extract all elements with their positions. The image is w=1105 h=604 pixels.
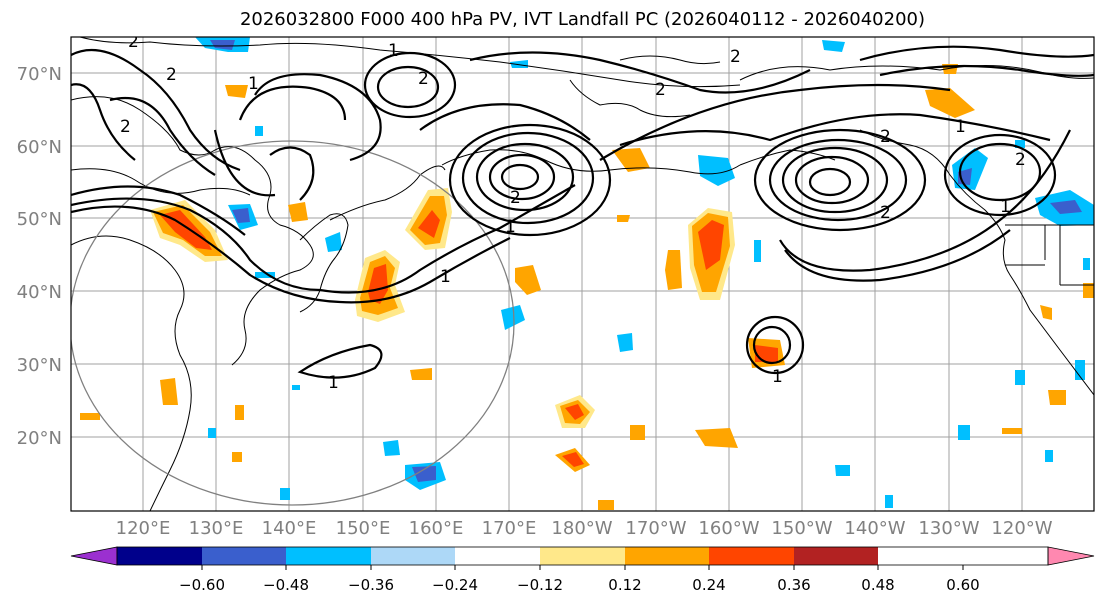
ivt-shading (80, 37, 1094, 510)
svg-text:2: 2 (655, 80, 666, 100)
colorbar-segment (371, 547, 455, 565)
svg-text:2: 2 (120, 117, 131, 137)
svg-text:2: 2 (510, 188, 521, 208)
colorbar-segment (625, 547, 709, 565)
longitude-labels: 120°E 130°E 140°E 150°E 160°E 170°E 180°W 170°W… (116, 518, 1053, 539)
colorbar-label: −0.48 (263, 576, 309, 594)
lat-label: 40°N (17, 282, 62, 303)
colorbar-outline (116, 546, 1049, 566)
pv-contours (71, 45, 1094, 379)
svg-text:1: 1 (328, 373, 339, 393)
svg-text:1: 1 (1000, 197, 1011, 217)
lon-label: 170°W (625, 518, 686, 539)
svg-text:1: 1 (440, 267, 451, 287)
latitude-labels: 70°N 60°N 50°N 40°N 30°N 20°N (17, 64, 62, 449)
svg-text:1: 1 (388, 41, 399, 61)
lon-label: 130°E (189, 518, 244, 539)
lon-label: 140°W (844, 518, 905, 539)
colorbar-label: −0.24 (432, 576, 478, 594)
positive-anomaly-central-pacific (515, 148, 735, 300)
negative-anomalies (195, 37, 1094, 508)
colorbar-label: −0.60 (179, 576, 225, 594)
lon-label: 150°W (771, 518, 832, 539)
lon-label: 130°W (918, 518, 979, 539)
svg-text:2: 2 (166, 65, 177, 85)
svg-text:2: 2 (880, 127, 891, 147)
contour-labels: 2 1 2 1 2 2 2 2 1 2 1 1 1 2 2 1 2 1 (120, 32, 1026, 393)
lat-label: 60°N (17, 137, 62, 158)
svg-text:1: 1 (772, 367, 783, 387)
lat-label: 70°N (17, 64, 62, 85)
colorbar-extend-min (70, 546, 118, 566)
colorbar-segment (286, 547, 371, 565)
svg-text:1: 1 (505, 217, 516, 237)
map-title: 2026032800 F000 400 hPa PV, IVT Landfall… (239, 9, 926, 30)
lon-label: 180°W (551, 518, 612, 539)
radius-circle (71, 140, 515, 506)
colorbar-extend-max (1047, 546, 1095, 566)
colorbar-segment (794, 547, 878, 565)
colorbar-segment (540, 547, 625, 565)
lat-label: 30°N (17, 355, 62, 376)
positive-anomaly-kuroshio (355, 188, 452, 322)
svg-text:2: 2 (418, 69, 429, 89)
colorbar: −0.60 −0.48 −0.36 −0.24 −0.12 0.12 0.24 0.36 0.4… (70, 546, 1095, 594)
colorbar-segment (202, 547, 286, 565)
lon-label: 160°W (698, 518, 759, 539)
colorbar-label: 0.48 (861, 576, 894, 594)
svg-text:2: 2 (128, 32, 139, 52)
svg-text:1: 1 (248, 74, 259, 94)
svg-text:2: 2 (730, 47, 741, 67)
colorbar-segment (455, 547, 540, 565)
svg-text:2: 2 (1015, 150, 1026, 170)
svg-text:1: 1 (955, 117, 966, 137)
svg-text:2: 2 (880, 203, 891, 223)
lon-label: 160°E (409, 518, 464, 539)
colorbar-label: 0.36 (777, 576, 810, 594)
colorbar-label: 0.12 (608, 576, 641, 594)
colorbar-segment (117, 547, 202, 565)
colorbar-segment (709, 547, 794, 565)
colorbar-label: −0.36 (348, 576, 394, 594)
map-frame (70, 36, 1095, 512)
colorbar-label: −0.12 (517, 576, 563, 594)
lon-label: 150°E (336, 518, 391, 539)
colorbar-label: 0.60 (946, 576, 979, 594)
lon-label: 170°E (482, 518, 537, 539)
lon-label: 120°E (116, 518, 171, 539)
colorbar-label: 0.24 (692, 576, 725, 594)
lat-label: 20°N (17, 428, 62, 449)
lon-label: 120°W (991, 518, 1052, 539)
lat-label: 50°N (17, 209, 62, 230)
positive-anomaly-subtropical (80, 64, 1094, 510)
lon-label: 140°E (262, 518, 317, 539)
